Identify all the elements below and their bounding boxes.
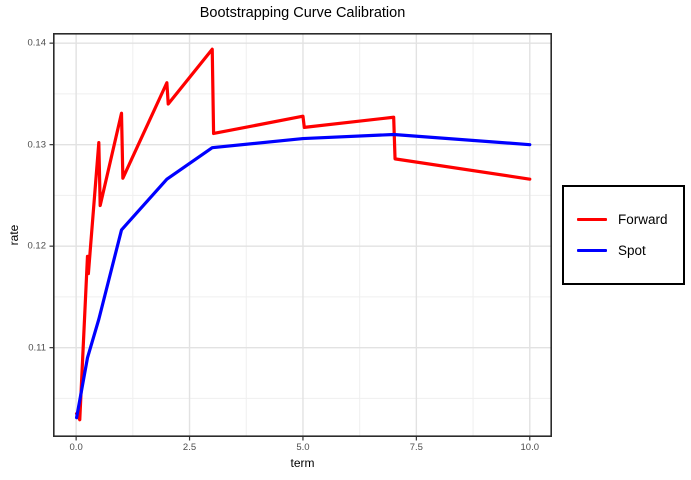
y-tick-label: 0.11 xyxy=(28,342,46,354)
x-tick-label: 5.0 xyxy=(296,442,310,453)
series-line-forward xyxy=(74,47,532,422)
y-tick-label: 0.14 xyxy=(27,37,47,49)
y-axis-title: rate xyxy=(7,224,21,246)
y-tick-label: 0.12 xyxy=(27,240,47,252)
legend-item-forward: Forward xyxy=(577,212,683,227)
legend: Forward Spot xyxy=(562,185,685,285)
plot-panel xyxy=(49,33,552,441)
y-tick-label: 0.13 xyxy=(27,139,47,151)
panel-border xyxy=(53,33,552,437)
spot-legend-label: Spot xyxy=(618,243,646,258)
x-tick-label: 2.5 xyxy=(182,442,197,453)
x-tick-label: 0.0 xyxy=(69,442,83,453)
forward-line-key xyxy=(577,217,607,222)
spot-line-key xyxy=(577,248,607,253)
legend-item-spot: Spot xyxy=(577,243,683,258)
series-line-spot xyxy=(74,132,532,420)
x-tick-label: 7.5 xyxy=(409,442,423,453)
x-tick-label: 10.0 xyxy=(520,442,540,453)
forward-legend-label: Forward xyxy=(618,212,668,227)
chart-title: Bootstrapping Curve Calibration xyxy=(199,5,406,21)
x-axis-title: term xyxy=(290,456,315,470)
